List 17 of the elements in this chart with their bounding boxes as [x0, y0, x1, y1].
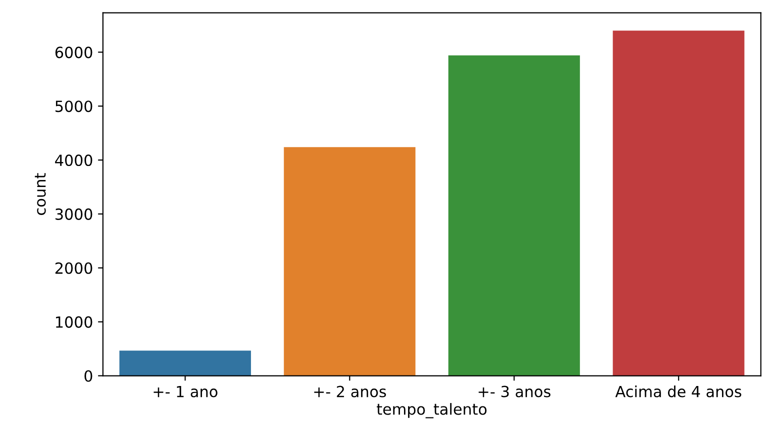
y-tick-label: 1000 — [56, 316, 92, 328]
bar — [612, 30, 744, 376]
y-axis-title: count — [34, 173, 46, 215]
x-tick-label: Acima de 4 anos — [615, 385, 742, 398]
x-tick-label: +- 3 anos — [478, 386, 550, 398]
bar — [448, 55, 580, 376]
x-tick-label: +- 1 ano — [154, 386, 218, 398]
y-tick-label: 4000 — [55, 154, 92, 166]
y-tick-label: 5000 — [56, 100, 92, 112]
y-tick-label: 6000 — [55, 46, 92, 58]
bar — [119, 350, 251, 376]
y-tick-label: 0 — [84, 370, 92, 382]
x-tick-label: +- 2 anos — [314, 386, 386, 398]
y-tick-label: 2000 — [55, 262, 92, 274]
bar — [284, 147, 416, 376]
y-tick-label: 3000 — [56, 208, 92, 220]
x-axis-title: tempo_talento — [376, 403, 487, 418]
